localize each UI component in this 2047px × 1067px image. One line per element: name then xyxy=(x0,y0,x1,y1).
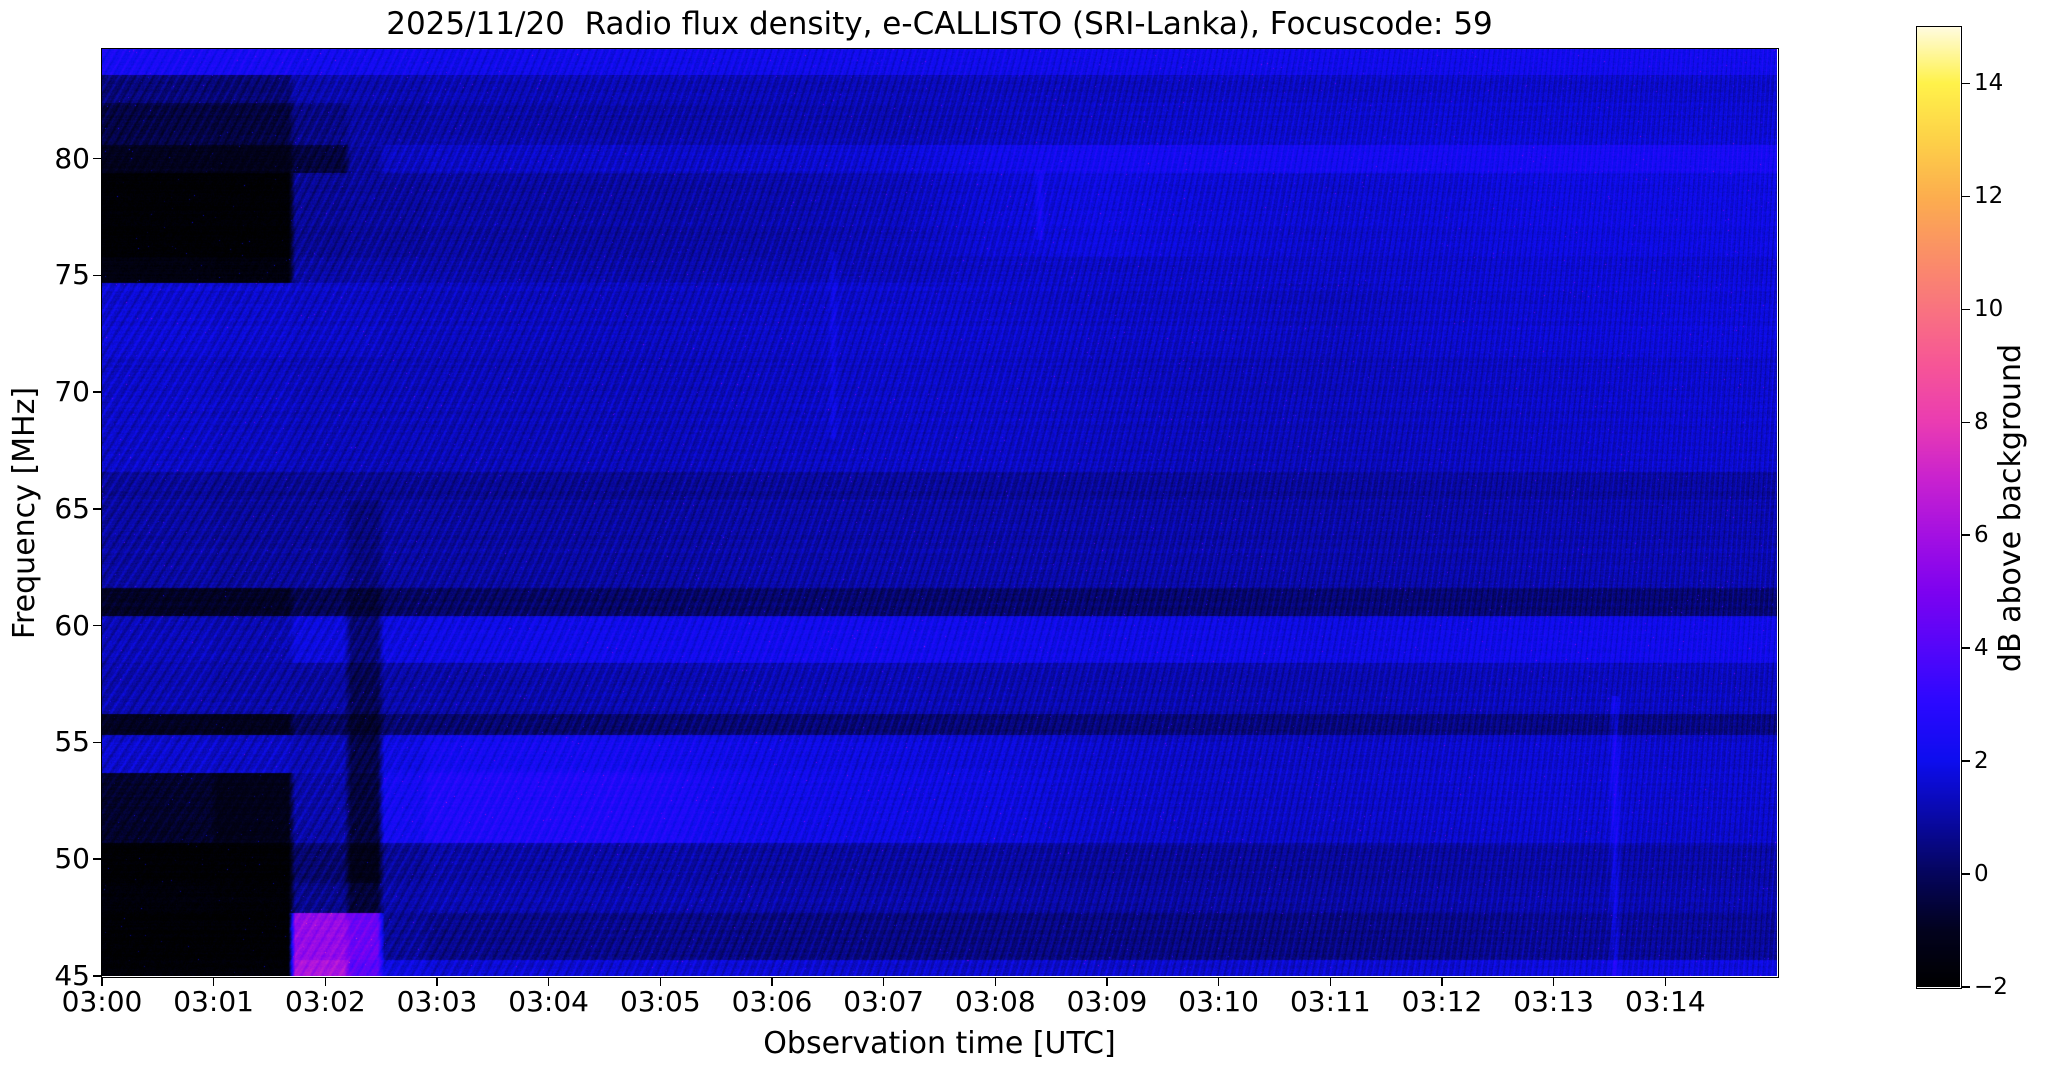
y-tick-label: 75 xyxy=(54,258,90,292)
x-tick-mark xyxy=(771,977,773,986)
x-tick-mark xyxy=(659,977,662,986)
colorbar-tick-label: −2 xyxy=(1974,974,2008,1000)
colorbar-tick-label: 6 xyxy=(1974,522,1989,549)
colorbar-gradient-canvas xyxy=(1916,26,1960,987)
spectrogram-heatmap-canvas xyxy=(101,48,1777,976)
x-tick-mark xyxy=(1441,977,1443,986)
x-tick-mark xyxy=(994,977,997,986)
colorbar-tick-label: 8 xyxy=(1974,409,1989,436)
x-tick-label: 03:04 xyxy=(508,985,589,1018)
x-tick-label: 03:08 xyxy=(954,985,1036,1018)
colorbar-tick-label: 0 xyxy=(1974,861,1989,888)
x-tick-label: 03:05 xyxy=(619,985,701,1018)
y-tick-mark xyxy=(92,508,101,510)
x-tick-label: 03:01 xyxy=(173,985,254,1018)
colorbar-tick-mark xyxy=(1961,986,1970,988)
x-tick-mark xyxy=(1106,977,1108,986)
x-tick-mark xyxy=(882,977,885,986)
chart-title: 2025/11/20 Radio flux density, e-CALLIST… xyxy=(386,6,1493,42)
x-tick-label: 03:03 xyxy=(396,985,478,1018)
colorbar-tick-mark xyxy=(1961,421,1970,424)
y-tick-label: 65 xyxy=(54,491,90,525)
y-tick-label: 60 xyxy=(54,608,90,642)
colorbar-tick-mark xyxy=(1961,647,1970,649)
y-tick-mark xyxy=(92,741,101,744)
x-axis-label: Observation time [UTC] xyxy=(763,1026,1116,1061)
colorbar-tick-mark xyxy=(1961,760,1970,762)
x-tick-label: 03:10 xyxy=(1178,985,1259,1018)
colorbar-tick-mark xyxy=(1961,82,1970,85)
x-tick-label: 03:09 xyxy=(1066,985,1148,1018)
x-tick-mark xyxy=(1329,977,1332,986)
x-tick-label: 03:14 xyxy=(1624,985,1706,1018)
x-tick-label: 03:12 xyxy=(1401,985,1483,1018)
y-tick-mark xyxy=(92,391,101,393)
y-tick-mark xyxy=(92,157,101,160)
y-tick-mark xyxy=(92,624,101,627)
x-tick-mark xyxy=(436,977,438,986)
x-tick-mark xyxy=(101,977,103,986)
x-tick-label: 03:07 xyxy=(843,985,924,1018)
x-tick-mark xyxy=(547,977,550,986)
y-tick-mark xyxy=(92,858,101,860)
y-tick-label: 55 xyxy=(54,725,90,759)
x-tick-mark xyxy=(1217,977,1220,986)
colorbar-frame xyxy=(1915,25,1962,989)
y-tick-label: 45 xyxy=(54,959,90,992)
y-tick-mark xyxy=(92,975,101,977)
x-tick-label: 03:00 xyxy=(61,985,143,1018)
colorbar-tick-label: 14 xyxy=(1974,70,2004,97)
colorbar-tick-mark xyxy=(1961,195,1970,198)
x-tick-label: 03:11 xyxy=(1289,985,1371,1018)
x-tick-mark xyxy=(1664,977,1667,986)
x-tick-label: 03:06 xyxy=(731,985,813,1018)
x-tick-mark xyxy=(324,977,327,986)
colorbar-tick-mark xyxy=(1961,873,1970,875)
colorbar-tick-mark xyxy=(1961,308,1970,311)
y-tick-mark xyxy=(92,274,101,277)
colorbar-tick-label: 12 xyxy=(1974,183,2004,210)
colorbar-tick-mark xyxy=(1961,534,1970,536)
x-tick-label: 03:02 xyxy=(284,985,366,1018)
x-tick-mark xyxy=(1552,977,1555,986)
colorbar-tick-label: 10 xyxy=(1974,296,2004,323)
plot-area-frame xyxy=(100,47,1779,978)
x-tick-label: 03:13 xyxy=(1513,985,1594,1018)
x-tick-mark xyxy=(212,977,215,986)
y-tick-label: 70 xyxy=(54,375,90,409)
y-tick-label: 50 xyxy=(54,842,90,876)
colorbar-tick-label: 2 xyxy=(1974,748,1989,775)
y-tick-label: 80 xyxy=(54,141,90,175)
colorbar-tick-label: 4 xyxy=(1974,635,1989,662)
